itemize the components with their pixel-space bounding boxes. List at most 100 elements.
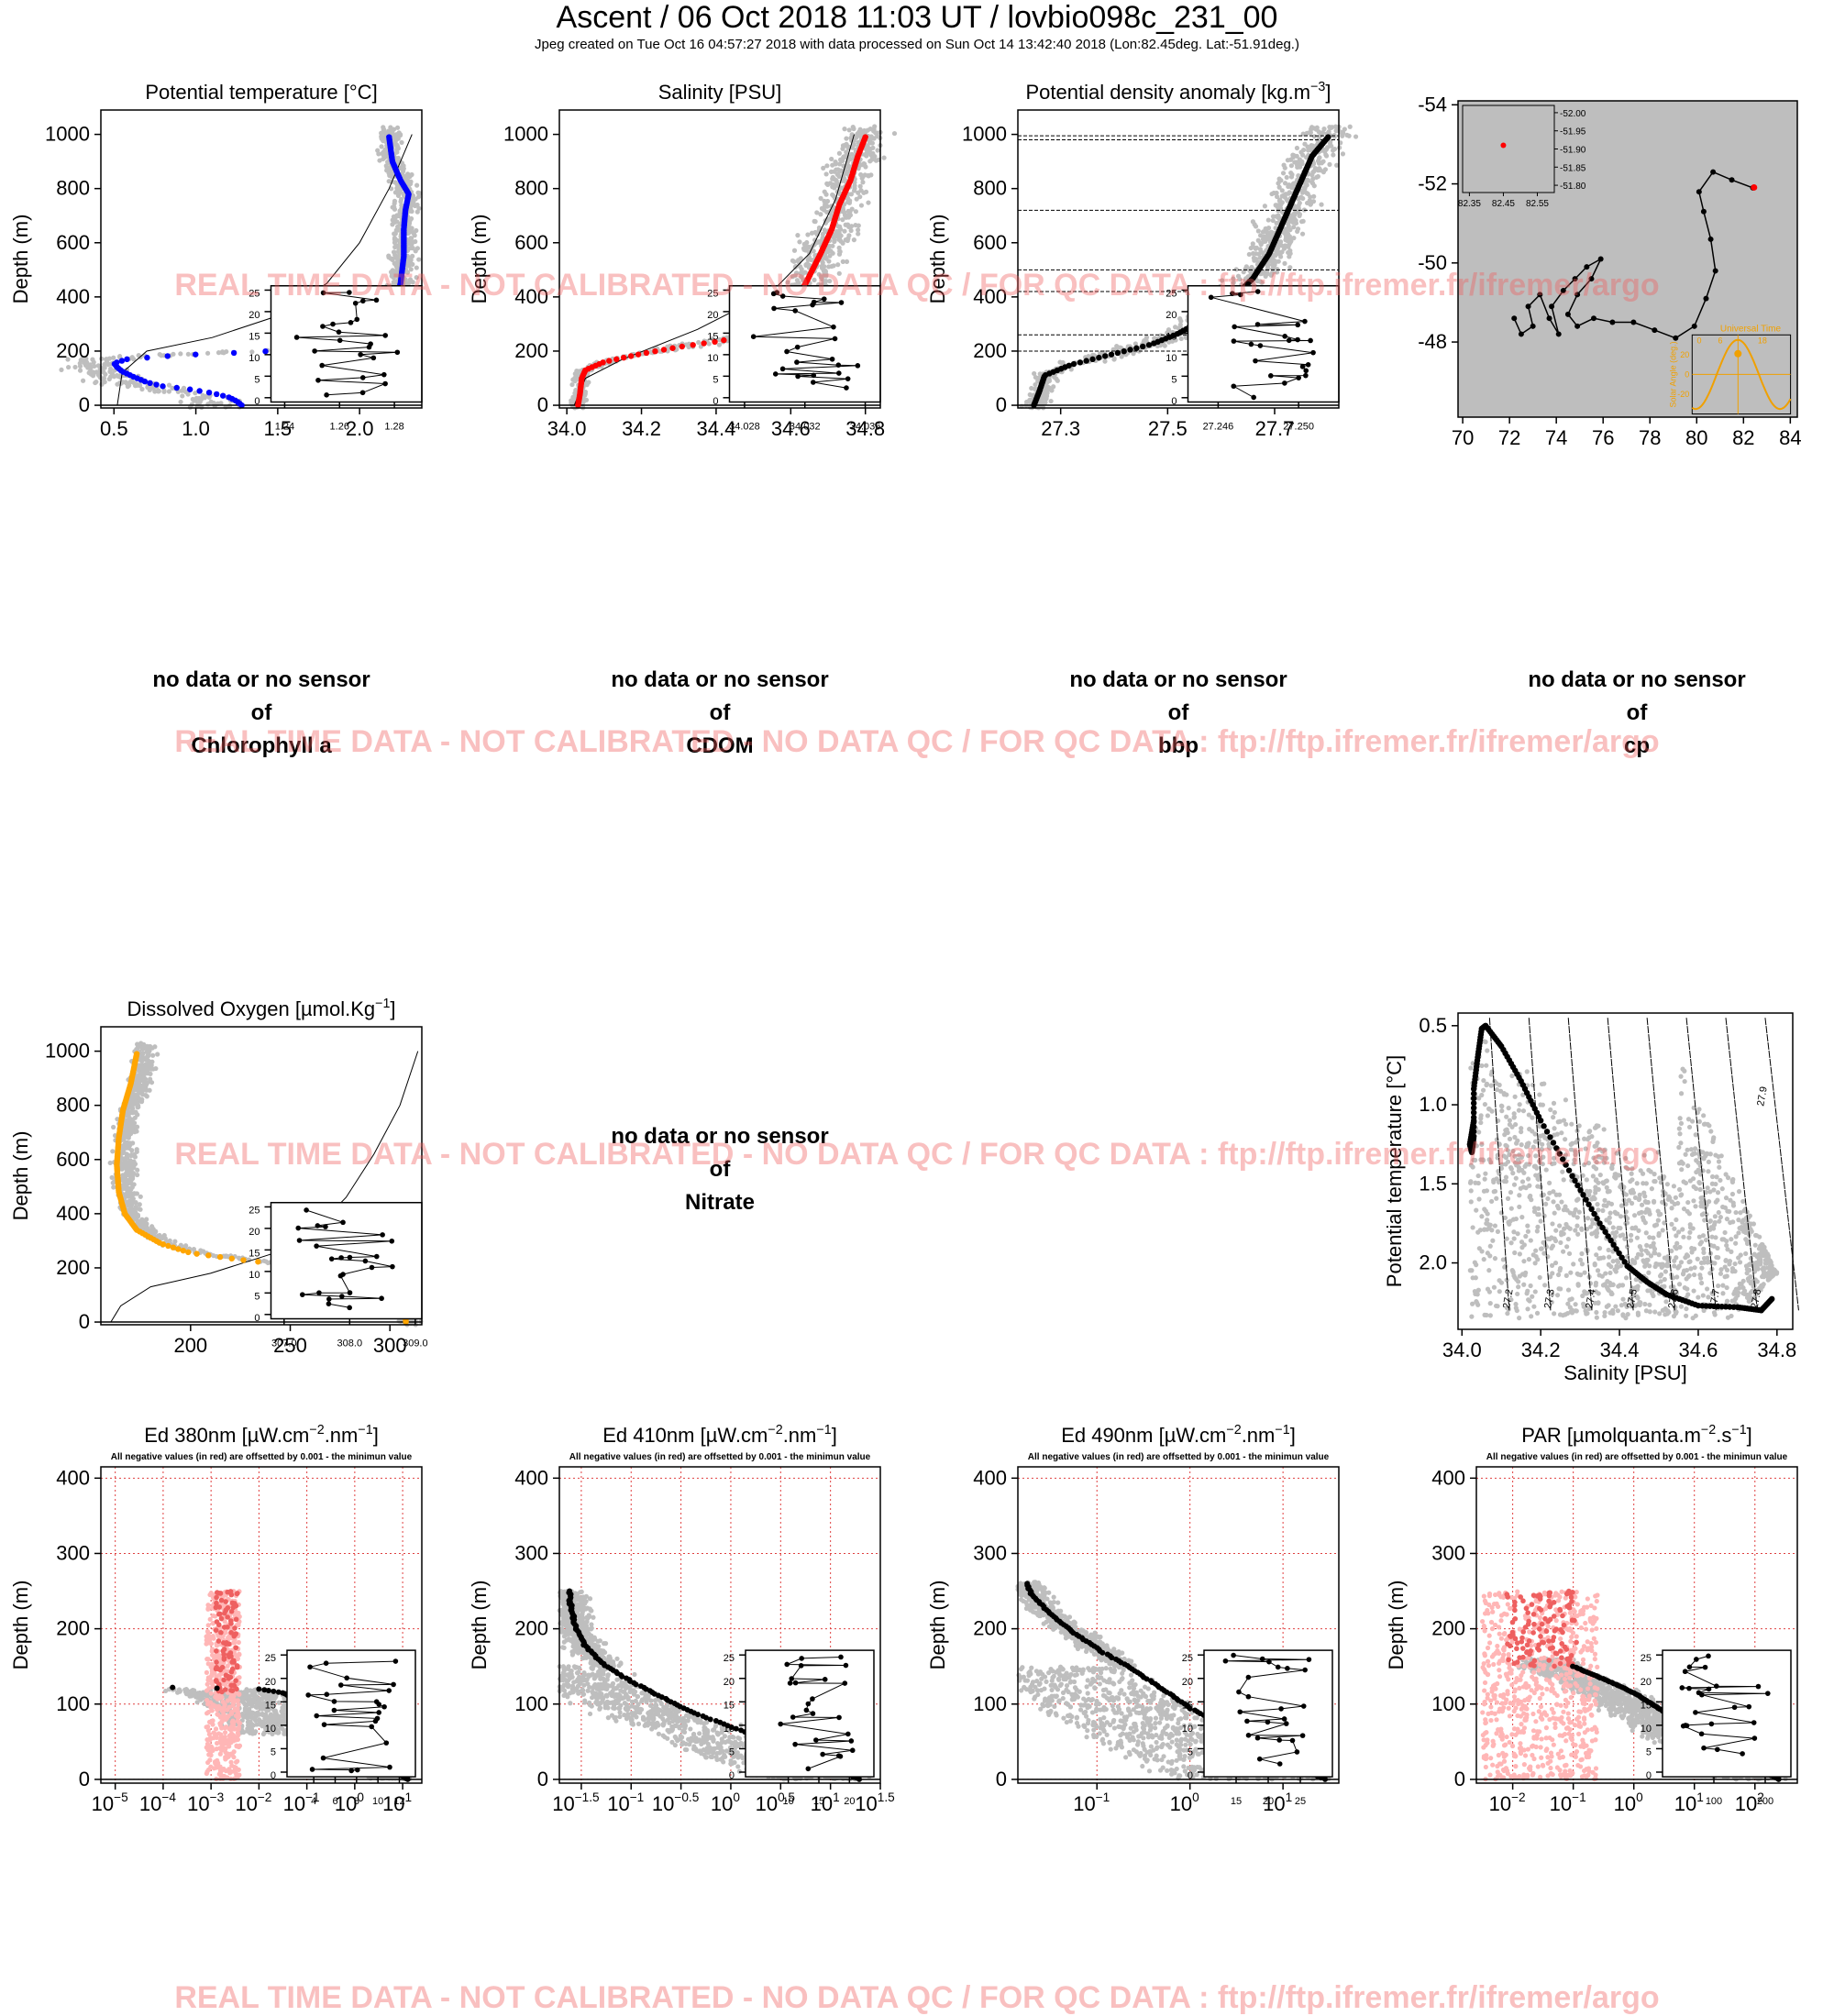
history-point: [1527, 1184, 1531, 1188]
history-point: [1300, 191, 1305, 195]
history-point: [409, 209, 414, 214]
zoom-x-tick-label: 82.45: [1492, 199, 1515, 209]
profile-point: [165, 1243, 171, 1249]
profile-point: [144, 355, 149, 360]
inset-point: [348, 1290, 353, 1295]
history-point: [1353, 134, 1358, 138]
track-point: [1547, 315, 1552, 321]
inset-point: [348, 320, 354, 325]
track-point: [1703, 296, 1708, 302]
history-point: [1494, 1196, 1498, 1201]
profile-point: [229, 1256, 235, 1261]
nodata-line2: of: [986, 697, 1371, 730]
history-point: [414, 183, 419, 188]
profile-point: [160, 383, 165, 389]
inset-point: [316, 1290, 322, 1295]
x-tick-label: 78: [1639, 426, 1661, 449]
history-point: [867, 159, 872, 163]
nodata-line1: no data or no sensor: [527, 664, 912, 697]
history-point: [1650, 1186, 1654, 1191]
track-point: [1591, 315, 1596, 321]
history-point: [572, 391, 577, 395]
profile-point: [171, 1244, 176, 1250]
history-point: [1557, 1223, 1562, 1228]
x-tick-label: 308.0: [337, 1338, 363, 1350]
history-point: [1285, 238, 1289, 243]
history-point: [135, 1100, 139, 1105]
history-point: [138, 1097, 143, 1102]
history-point: [127, 1118, 131, 1123]
history-point: [108, 1161, 113, 1165]
history-point: [121, 1148, 126, 1152]
history-point: [408, 277, 413, 281]
y-tick-label: 5: [1171, 374, 1177, 385]
profile-point: [1325, 134, 1331, 139]
profile-point: [1140, 344, 1145, 349]
x-tick-label: 34.8: [845, 417, 885, 440]
inset-point: [360, 390, 366, 395]
y-tick-label: 400: [973, 285, 1007, 308]
history-point: [785, 280, 790, 284]
profile-point: [187, 387, 193, 392]
history-point: [840, 147, 845, 151]
history-point: [1266, 217, 1271, 222]
history-point: [1289, 174, 1294, 179]
inset-point: [340, 1220, 346, 1226]
y-tick-label: 0: [713, 396, 718, 407]
history-point: [1288, 171, 1293, 175]
history-point: [1474, 1208, 1478, 1213]
y-tick-label: 0: [1171, 396, 1177, 407]
y-tick-label: 400: [56, 1202, 90, 1225]
history-point: [1510, 1171, 1515, 1175]
history-point: [142, 1067, 147, 1072]
history-point: [384, 168, 389, 172]
history-point: [186, 352, 191, 357]
history-point: [414, 265, 419, 270]
history-point: [1724, 1172, 1729, 1176]
history-point: [1302, 185, 1307, 190]
history-point: [1057, 359, 1062, 364]
history-point: [134, 1191, 138, 1195]
history-point: [836, 172, 841, 177]
history-point: [1247, 252, 1252, 257]
history-point: [148, 386, 152, 391]
x-tick-label: 34.2: [622, 417, 661, 440]
x-tick-label: 300: [373, 1334, 407, 1357]
y-tick-label: 20: [249, 1227, 260, 1238]
history-point: [1102, 359, 1107, 364]
inset-point: [326, 1301, 332, 1306]
history-point: [846, 225, 851, 229]
x-tick-label: 76: [1592, 426, 1614, 449]
history-point: [861, 191, 866, 195]
inset-point: [1268, 373, 1274, 379]
profile-point: [635, 351, 641, 357]
zoom-x-tick-label: 82.55: [1526, 199, 1549, 209]
profile-point: [175, 1246, 181, 1251]
track-point: [1598, 257, 1604, 262]
history-point: [1545, 1196, 1550, 1201]
history-point: [405, 263, 410, 268]
inset-point: [314, 1243, 319, 1249]
history-point: [1517, 1193, 1521, 1197]
plot-area: [271, 286, 423, 402]
profile-point: [153, 381, 159, 387]
history-point: [1481, 1078, 1486, 1083]
history-point: [1028, 398, 1033, 402]
history-point: [812, 278, 816, 282]
inset-point: [294, 335, 300, 340]
history-point: [180, 393, 184, 398]
history-point: [840, 241, 845, 246]
inset-point: [1303, 368, 1309, 373]
history-point: [857, 127, 862, 132]
history-point: [838, 249, 843, 254]
inset-point: [370, 1265, 375, 1271]
history-point: [178, 400, 182, 404]
history-point: [139, 387, 144, 391]
history-point: [399, 140, 403, 145]
inset-point: [360, 375, 366, 380]
history-point: [394, 219, 399, 224]
history-point: [1340, 134, 1344, 138]
history-point: [1298, 201, 1302, 205]
y-axis-label: Depth (m): [9, 215, 32, 304]
